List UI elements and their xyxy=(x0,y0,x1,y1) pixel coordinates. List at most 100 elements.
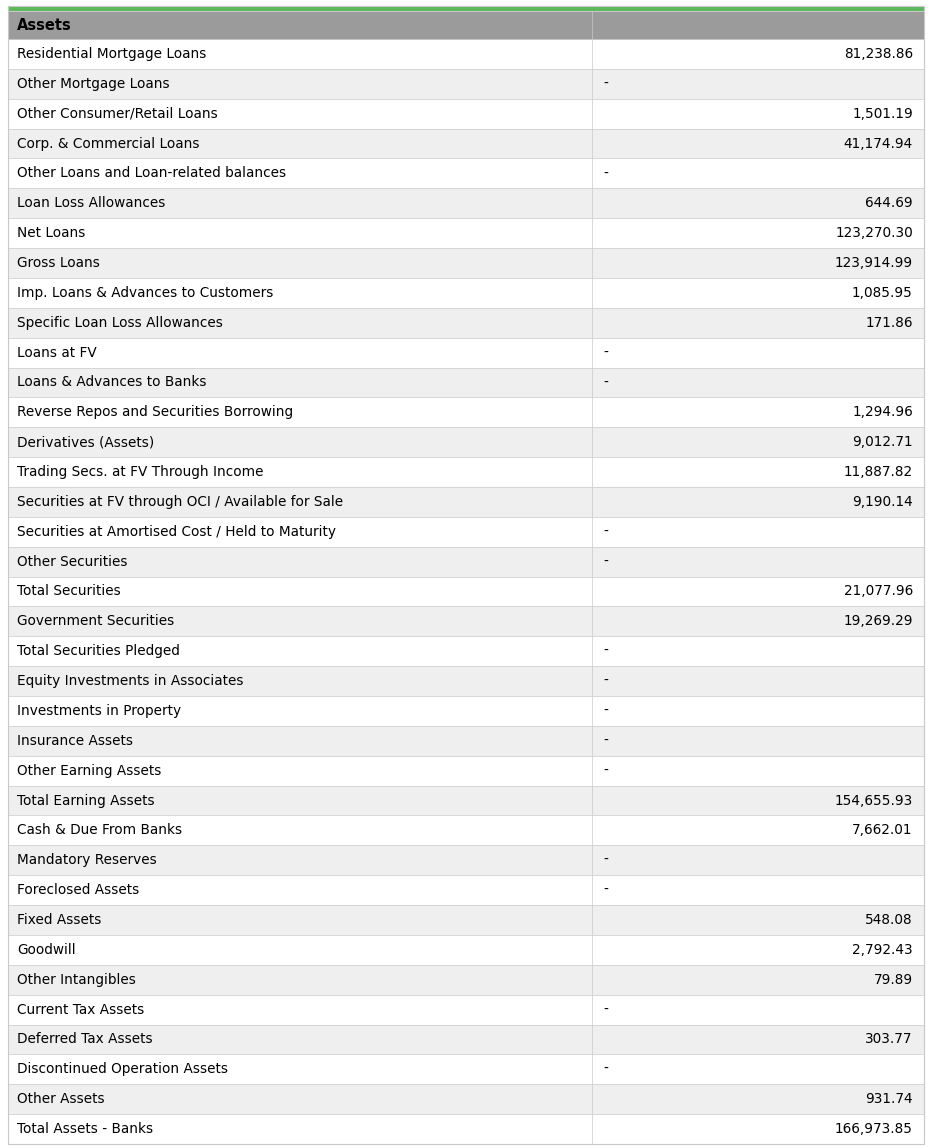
Bar xyxy=(593,248,924,278)
Bar xyxy=(8,248,593,278)
Text: 644.69: 644.69 xyxy=(865,196,912,210)
Text: Foreclosed Assets: Foreclosed Assets xyxy=(18,883,140,897)
Bar xyxy=(8,99,593,129)
Text: -: - xyxy=(604,704,609,718)
Text: Loans at FV: Loans at FV xyxy=(18,346,97,359)
Text: Net Loans: Net Loans xyxy=(18,226,86,240)
Text: Securities at Amortised Cost / Held to Maturity: Securities at Amortised Cost / Held to M… xyxy=(18,525,336,538)
Text: -: - xyxy=(604,763,609,777)
Text: -: - xyxy=(604,554,609,568)
Text: Imp. Loans & Advances to Customers: Imp. Loans & Advances to Customers xyxy=(18,286,274,300)
Text: Mandatory Reserves: Mandatory Reserves xyxy=(18,853,158,867)
Bar xyxy=(593,875,924,905)
Text: -: - xyxy=(604,77,609,91)
Bar xyxy=(593,726,924,755)
Text: 123,914.99: 123,914.99 xyxy=(835,256,912,270)
Text: 123,270.30: 123,270.30 xyxy=(835,226,912,240)
Text: -: - xyxy=(604,853,609,867)
Text: -: - xyxy=(604,375,609,389)
Bar xyxy=(593,546,924,576)
Bar xyxy=(593,188,924,218)
Bar xyxy=(593,427,924,457)
Text: Derivatives (Assets): Derivatives (Assets) xyxy=(18,435,155,449)
Text: Corp. & Commercial Loans: Corp. & Commercial Loans xyxy=(18,137,199,150)
Bar xyxy=(8,397,593,427)
Text: 2,792.43: 2,792.43 xyxy=(852,943,912,957)
Bar xyxy=(593,397,924,427)
Bar xyxy=(593,129,924,158)
Text: Other Loans and Loan-related balances: Other Loans and Loan-related balances xyxy=(18,166,286,180)
Text: Specific Loan Loss Allowances: Specific Loan Loss Allowances xyxy=(18,316,223,329)
Text: Equity Investments in Associates: Equity Investments in Associates xyxy=(18,674,244,688)
Text: Other Mortgage Loans: Other Mortgage Loans xyxy=(18,77,170,91)
Bar xyxy=(593,666,924,696)
Text: Government Securities: Government Securities xyxy=(18,614,174,628)
Bar xyxy=(593,517,924,546)
Bar xyxy=(593,1115,924,1145)
Bar xyxy=(593,158,924,188)
Text: Other Earning Assets: Other Earning Assets xyxy=(18,763,161,777)
Text: Cash & Due From Banks: Cash & Due From Banks xyxy=(18,823,183,837)
Bar xyxy=(8,1084,593,1115)
Text: Insurance Assets: Insurance Assets xyxy=(18,734,133,747)
Text: Investments in Property: Investments in Property xyxy=(18,704,182,718)
Text: -: - xyxy=(604,1062,609,1077)
Bar xyxy=(8,158,593,188)
Text: 19,269.29: 19,269.29 xyxy=(843,614,912,628)
Text: 21,077.96: 21,077.96 xyxy=(843,584,912,598)
Bar xyxy=(593,1054,924,1084)
Bar xyxy=(593,845,924,875)
Bar xyxy=(593,964,924,994)
Text: 9,190.14: 9,190.14 xyxy=(852,495,912,509)
Bar xyxy=(8,308,593,338)
Text: Other Intangibles: Other Intangibles xyxy=(18,972,136,987)
Bar xyxy=(593,218,924,248)
Text: 11,887.82: 11,887.82 xyxy=(843,465,912,479)
Text: Total Securities: Total Securities xyxy=(18,584,121,598)
Bar xyxy=(8,188,593,218)
Text: Residential Mortgage Loans: Residential Mortgage Loans xyxy=(18,47,207,61)
Text: Trading Secs. at FV Through Income: Trading Secs. at FV Through Income xyxy=(18,465,264,479)
Text: 1,294.96: 1,294.96 xyxy=(852,405,912,419)
Bar xyxy=(593,1024,924,1054)
Bar xyxy=(8,905,593,934)
Text: 9,012.71: 9,012.71 xyxy=(852,435,912,449)
Text: Goodwill: Goodwill xyxy=(18,943,75,957)
Text: Deferred Tax Assets: Deferred Tax Assets xyxy=(18,1032,153,1047)
Text: Discontinued Operation Assets: Discontinued Operation Assets xyxy=(18,1062,228,1077)
Bar xyxy=(593,606,924,636)
Text: Loans & Advances to Banks: Loans & Advances to Banks xyxy=(18,375,207,389)
Text: Current Tax Assets: Current Tax Assets xyxy=(18,1002,144,1017)
Bar xyxy=(8,338,593,367)
Text: -: - xyxy=(604,166,609,180)
Bar xyxy=(593,696,924,726)
Bar xyxy=(593,934,924,964)
Text: Other Consumer/Retail Loans: Other Consumer/Retail Loans xyxy=(18,107,218,121)
Bar xyxy=(8,994,593,1024)
Bar xyxy=(8,576,593,606)
Bar xyxy=(8,69,593,99)
Text: 931.74: 931.74 xyxy=(865,1092,912,1107)
Text: -: - xyxy=(604,346,609,359)
Bar xyxy=(8,1024,593,1054)
Text: Total Assets - Banks: Total Assets - Banks xyxy=(18,1122,154,1137)
Text: Fixed Assets: Fixed Assets xyxy=(18,913,102,928)
Bar xyxy=(593,576,924,606)
Bar xyxy=(8,1115,593,1145)
Text: 81,238.86: 81,238.86 xyxy=(843,47,912,61)
Text: 171.86: 171.86 xyxy=(865,316,912,329)
Bar xyxy=(593,99,924,129)
Text: Total Earning Assets: Total Earning Assets xyxy=(18,793,155,807)
Bar xyxy=(8,606,593,636)
Bar xyxy=(8,129,593,158)
Bar xyxy=(8,487,593,517)
Bar xyxy=(8,726,593,755)
Text: 303.77: 303.77 xyxy=(865,1032,912,1047)
Text: 79.89: 79.89 xyxy=(873,972,912,987)
Text: Gross Loans: Gross Loans xyxy=(18,256,101,270)
Text: -: - xyxy=(604,644,609,658)
Text: Assets: Assets xyxy=(18,17,72,32)
Bar xyxy=(593,1084,924,1115)
Bar xyxy=(8,517,593,546)
Bar xyxy=(8,39,593,69)
